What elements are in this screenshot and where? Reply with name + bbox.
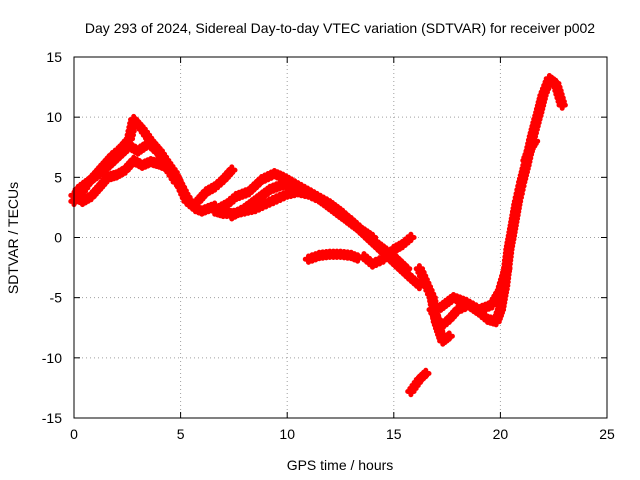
chart-title: Day 293 of 2024, Sidereal Day-to-day VTE…	[85, 20, 595, 36]
x-tick-label: 20	[493, 426, 509, 442]
grid-lines	[74, 57, 607, 418]
x-tick-labels: 0 5 10 15 20 25	[70, 426, 615, 442]
series-arc-10	[405, 367, 432, 398]
plot-frame	[73, 56, 608, 419]
y-axis-label: SDTVAR / TECUs	[5, 182, 21, 294]
y-tick-label: -15	[42, 410, 62, 426]
x-axis-label: GPS time / hours	[287, 457, 394, 473]
y-tick-labels: -15 -10 -5 0 5 10 15	[42, 49, 62, 426]
series-arc-14	[520, 135, 541, 167]
x-tick-label: 25	[599, 426, 615, 442]
series-arc-9	[358, 231, 417, 270]
x-tick-label: 0	[70, 426, 78, 442]
x-tick-label: 15	[386, 426, 402, 442]
y-tick-label: 10	[46, 109, 62, 125]
y-tick-label: 15	[46, 49, 62, 65]
series-arc-7	[192, 164, 238, 208]
series-arc-6	[226, 178, 426, 292]
axis-ticks	[73, 56, 608, 419]
series-arc-8	[302, 248, 364, 265]
y-tick-label: -10	[42, 350, 62, 366]
y-tick-label: -5	[50, 290, 63, 306]
data-series	[68, 73, 568, 398]
y-tick-label: 0	[54, 230, 62, 246]
series-arc-3	[72, 137, 182, 196]
x-tick-label: 5	[177, 426, 185, 442]
x-tick-label: 10	[279, 426, 295, 442]
y-tick-label: 5	[54, 169, 62, 185]
series-arc-13	[435, 263, 513, 316]
